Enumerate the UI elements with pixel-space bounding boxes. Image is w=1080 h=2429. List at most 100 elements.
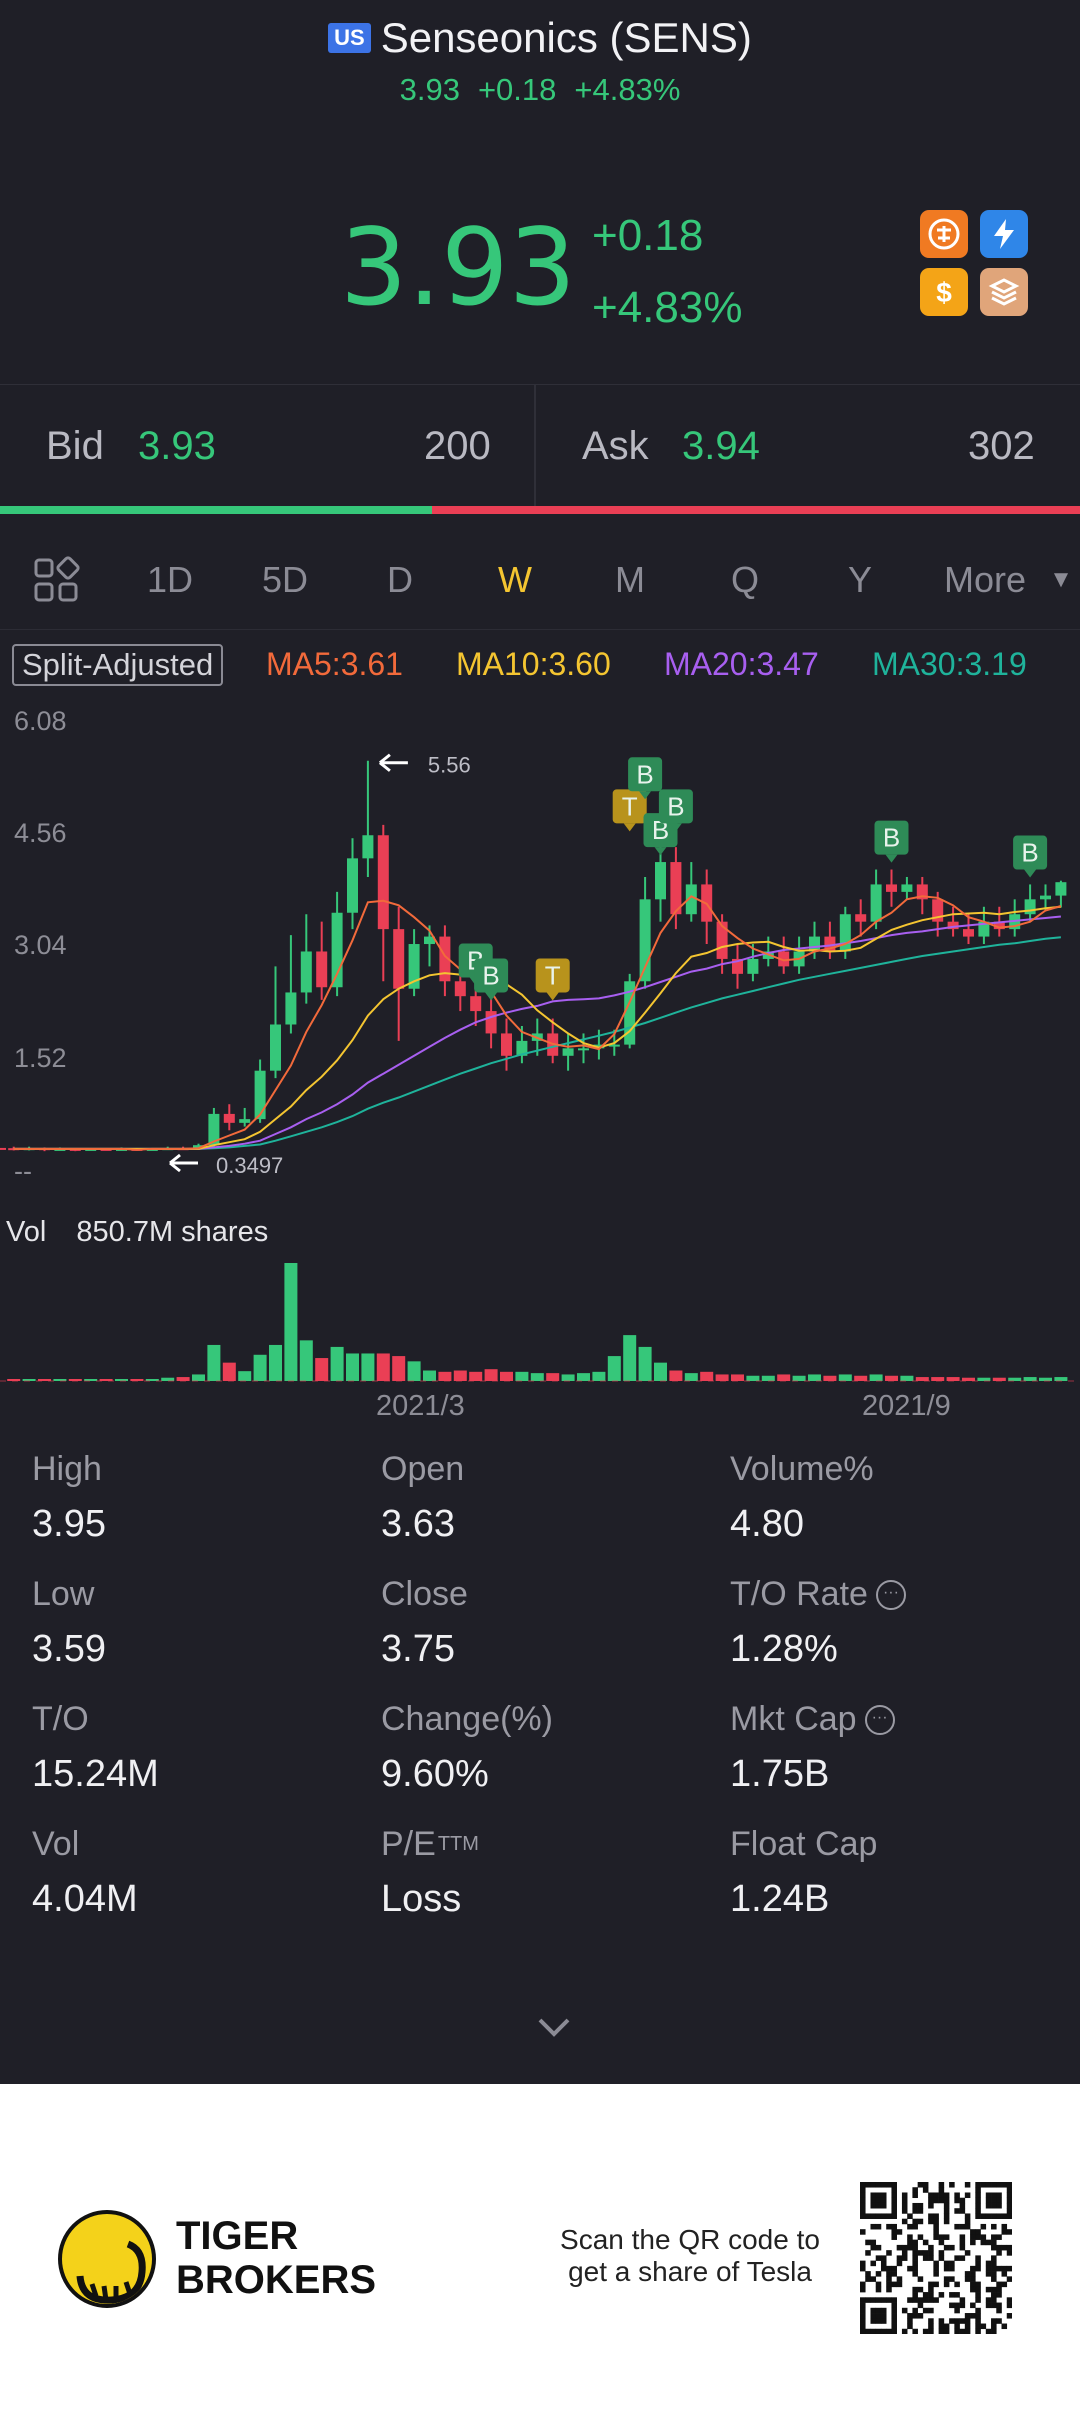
qr-module xyxy=(975,2202,981,2209)
qr-module xyxy=(975,2313,981,2319)
qr-module xyxy=(970,2276,976,2282)
qr-module xyxy=(860,2197,866,2204)
qr-module xyxy=(964,2313,971,2319)
qr-module xyxy=(1001,2223,1008,2230)
qr-module xyxy=(996,2265,1002,2272)
trade-marker-pointer xyxy=(485,992,498,1001)
tab-1d[interactable]: 1D xyxy=(146,559,194,600)
volume-bar xyxy=(176,1377,190,1381)
info-icon[interactable]: ··· xyxy=(864,1704,895,1735)
tab-more[interactable]: More xyxy=(943,559,1027,600)
qr-module xyxy=(912,2255,918,2261)
candle-body xyxy=(485,1011,497,1034)
ask-label: Ask xyxy=(582,423,649,468)
qr-module xyxy=(1006,2192,1012,2199)
trade-marker-label: B xyxy=(636,759,653,789)
candle-body xyxy=(131,1148,143,1151)
stack-icon[interactable] xyxy=(980,268,1028,316)
tab-d[interactable]: D xyxy=(387,559,413,600)
tab-y[interactable]: Y xyxy=(847,559,872,600)
qr-module xyxy=(901,2197,908,2204)
qr-module xyxy=(860,2213,866,2219)
qr-module xyxy=(928,2202,934,2209)
volume-bar xyxy=(330,1346,344,1381)
candle-body xyxy=(655,862,666,900)
qr-module xyxy=(975,2260,981,2267)
qr-module xyxy=(1006,2244,1012,2251)
info-icon[interactable]: ··· xyxy=(875,1579,906,1610)
chart-layout-icon[interactable] xyxy=(26,530,86,630)
qr-module xyxy=(970,2281,976,2288)
qr-module xyxy=(896,2260,903,2267)
candle-body xyxy=(747,958,759,974)
bid-price: 3.93 xyxy=(138,423,216,468)
qr-module xyxy=(985,2260,992,2267)
stat-label: T/O xyxy=(32,1700,89,1738)
ask-size: 302 xyxy=(968,423,1035,468)
volume-bar xyxy=(238,1371,252,1381)
more-dropdown-icon[interactable]: ▼ xyxy=(1049,566,1073,593)
volume-bar xyxy=(284,1263,298,1381)
lightning-icon[interactable] xyxy=(980,210,1028,258)
dollar-icon[interactable]: $ xyxy=(920,268,968,316)
trade-marker-badge xyxy=(612,789,647,824)
candle-body xyxy=(69,1148,81,1151)
trade-marker-label: B xyxy=(482,960,499,990)
qr-module xyxy=(975,2182,981,2188)
qr-module xyxy=(1001,2182,1008,2188)
stat-value: 3.59 xyxy=(32,1628,106,1670)
candle-body xyxy=(916,884,928,900)
tab-5d[interactable]: 5D xyxy=(261,559,309,600)
candle-body xyxy=(593,1044,605,1049)
candle-body xyxy=(208,1113,220,1146)
qr-module xyxy=(891,2323,897,2330)
qr-module xyxy=(870,2276,877,2282)
stat-item: Change(%) 9.60% xyxy=(381,1700,553,1796)
qr-module xyxy=(1001,2323,1008,2330)
qr-module xyxy=(1006,2182,1012,2188)
volume-bar xyxy=(638,1346,652,1381)
qr-module xyxy=(949,2302,955,2309)
qr-module xyxy=(959,2297,966,2303)
stat-item: High 3.95 xyxy=(32,1450,106,1546)
qr-code[interactable] xyxy=(860,2182,1012,2334)
volume-bar xyxy=(715,1374,729,1381)
qr-module xyxy=(912,2313,918,2319)
qr-module xyxy=(907,2239,913,2246)
expand-chevron-icon[interactable] xyxy=(534,2012,574,2042)
stat-value: 4.80 xyxy=(730,1503,804,1545)
x-tick-label: 2021/3 xyxy=(376,1390,465,1422)
change-value: +0.18 xyxy=(592,211,704,260)
volume-bar xyxy=(684,1373,698,1381)
volume-bar xyxy=(838,1374,852,1381)
qr-module xyxy=(938,2318,945,2324)
qr-module xyxy=(901,2192,908,2199)
qr-module xyxy=(975,2192,981,2199)
qr-module xyxy=(954,2197,960,2204)
stock-title[interactable]: Senseonics (SENS) xyxy=(380,14,752,61)
qr-module xyxy=(928,2192,934,2199)
qr-module xyxy=(928,2307,934,2314)
qr-module xyxy=(870,2307,877,2314)
volume-bar xyxy=(207,1344,221,1381)
tab-m[interactable]: M xyxy=(615,559,645,600)
qr-module xyxy=(880,2182,887,2188)
qr-module xyxy=(891,2234,897,2240)
tab-q[interactable]: Q xyxy=(730,559,759,600)
tab-w[interactable]: W xyxy=(498,559,532,600)
volume-bar xyxy=(407,1361,421,1381)
split-adjusted-toggle[interactable]: Split-Adjusted xyxy=(12,644,224,686)
ask-ratio-fill xyxy=(432,506,1080,514)
qr-module xyxy=(891,2307,897,2314)
qr-module xyxy=(922,2250,929,2256)
qr-module xyxy=(938,2292,945,2298)
qr-module xyxy=(891,2281,897,2288)
qr-module xyxy=(975,2307,981,2314)
qr-module xyxy=(943,2234,950,2240)
volume-bar xyxy=(253,1354,267,1381)
qr-module xyxy=(970,2234,976,2240)
short-sell-icon[interactable] xyxy=(920,210,968,258)
qr-module xyxy=(891,2328,897,2334)
qr-module xyxy=(870,2318,877,2324)
qr-module xyxy=(938,2187,945,2193)
